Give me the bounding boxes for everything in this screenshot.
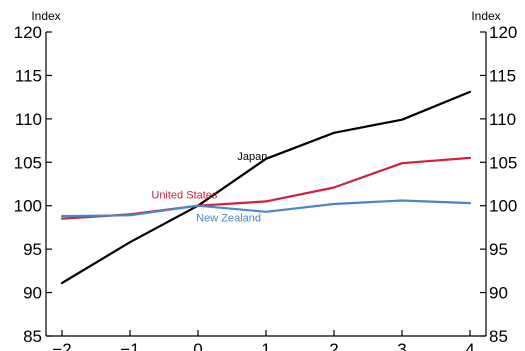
left-y-tick-label: 95 bbox=[23, 240, 42, 259]
right-y-tick-label: 115 bbox=[489, 66, 516, 85]
x-tick-label: 2 bbox=[329, 340, 338, 351]
left-y-tick-label: 120 bbox=[14, 23, 42, 42]
right-y-tick-label: 100 bbox=[489, 197, 517, 216]
right-y-tick-label: 110 bbox=[489, 110, 516, 129]
series-line-new-zealand bbox=[60, 199, 472, 218]
right-y-axis-ticks: 85 90 95 100 105 110 115 120 bbox=[480, 23, 517, 346]
right-y-tick-label: 95 bbox=[489, 240, 508, 259]
left-y-tick-label: 105 bbox=[14, 153, 42, 172]
axes bbox=[45, 32, 487, 337]
x-axis-ticks: −2 −1 0 1 2 3 4 bbox=[52, 330, 475, 351]
right-y-tick-label: 120 bbox=[489, 23, 517, 42]
left-y-tick-label: 90 bbox=[23, 284, 42, 303]
left-y-tick-label: 110 bbox=[15, 110, 42, 129]
left-y-axis-ticks: 85 90 95 100 105 110 115 120 bbox=[14, 23, 52, 346]
series-lines bbox=[60, 90, 472, 285]
series-label-new-zealand: New Zealand bbox=[196, 212, 261, 224]
right-y-tick-label: 90 bbox=[489, 284, 508, 303]
x-tick-label: 0 bbox=[193, 340, 202, 351]
series-label-united-states: United States bbox=[151, 189, 218, 201]
right-axis-unit-label: Index bbox=[471, 9, 500, 23]
left-y-tick-label: 115 bbox=[15, 66, 42, 85]
series-label-japan: Japan bbox=[237, 151, 267, 163]
x-tick-label: 3 bbox=[397, 340, 406, 351]
series-labels: Japan United States New Zealand bbox=[151, 151, 267, 224]
series-line-japan bbox=[60, 90, 472, 285]
x-tick-label: −2 bbox=[52, 340, 71, 351]
x-tick-label: −1 bbox=[120, 340, 139, 351]
left-y-tick-label: 100 bbox=[14, 197, 42, 216]
x-tick-label: 1 bbox=[261, 340, 270, 351]
right-y-tick-label: 85 bbox=[489, 327, 508, 346]
series-line-united-states bbox=[60, 156, 472, 220]
left-axis-unit-label: Index bbox=[31, 9, 60, 23]
left-y-tick-label: 85 bbox=[23, 327, 42, 346]
right-y-tick-label: 105 bbox=[489, 153, 517, 172]
x-tick-label: 4 bbox=[465, 340, 474, 351]
